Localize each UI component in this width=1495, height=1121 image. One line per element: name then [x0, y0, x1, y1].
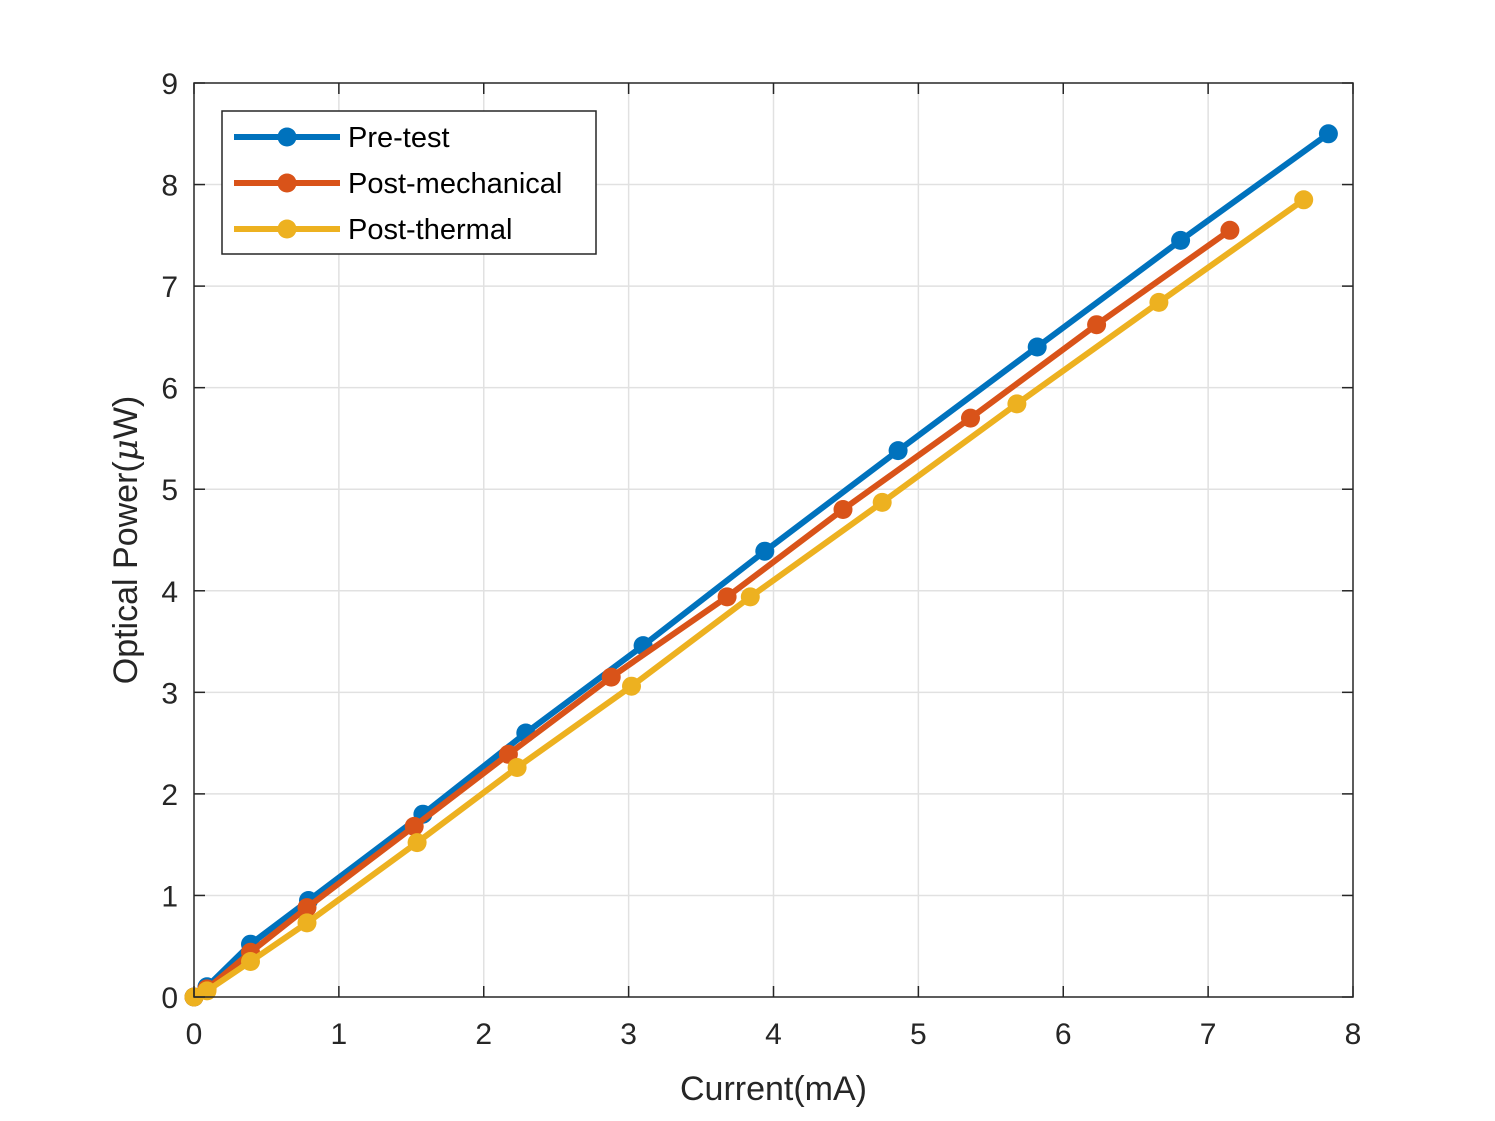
data-point [404, 816, 424, 836]
x-axis-title: Current(mA) [680, 1070, 867, 1108]
series-2 [184, 190, 1314, 1007]
data-point [241, 952, 260, 971]
y-tick-label: 1 [161, 880, 178, 913]
x-tick-label: 1 [331, 1018, 348, 1051]
data-point [197, 981, 217, 1001]
data-point [1318, 124, 1338, 144]
y-tick-label: 2 [161, 779, 178, 812]
legend-swatch-marker [277, 127, 297, 147]
axis-ticks: 0 1 2 3 4 5 6 7 8 0 1 2 3 4 5 6 7 8 9 [161, 68, 1361, 1051]
y-tick-label: 7 [161, 271, 178, 304]
legend-swatch-marker [277, 219, 297, 239]
x-tick-label: 3 [620, 1018, 637, 1051]
x-tick-label: 8 [1345, 1018, 1362, 1051]
series-layer [184, 124, 1338, 1007]
legend-swatch-marker [277, 173, 297, 193]
y-axis-title: Optical Power(μW) [106, 396, 146, 685]
data-point [622, 676, 641, 696]
data-point [1220, 220, 1240, 240]
data-point [407, 833, 427, 853]
data-point [833, 500, 853, 519]
y-tick-label: 4 [161, 576, 178, 609]
legend-label: Post-mechanical [348, 168, 562, 200]
grid-lines [194, 83, 1353, 997]
y-tick-label: 8 [161, 170, 178, 203]
data-point [1149, 292, 1169, 312]
y-tick-label: 0 [161, 982, 178, 1015]
y-axis-title-unit: W) [107, 396, 145, 439]
data-point [1027, 337, 1047, 357]
legend-label: Pre-test [348, 122, 450, 154]
data-point [1294, 190, 1314, 210]
data-point [1087, 315, 1107, 335]
data-point [1171, 230, 1191, 250]
data-point [297, 898, 317, 918]
legend-item: Post-thermal [234, 214, 512, 246]
y-axis-title-symbol: μ [106, 439, 146, 461]
data-point [297, 913, 317, 933]
data-point [755, 541, 775, 561]
y-tick-label: 9 [161, 68, 178, 101]
data-point [888, 441, 908, 461]
legend-label: Post-thermal [348, 214, 512, 246]
data-point [740, 587, 760, 607]
x-tick-label: 7 [1200, 1018, 1217, 1051]
x-tick-label: 6 [1055, 1018, 1072, 1051]
y-tick-label: 5 [161, 474, 178, 507]
legend-item: Pre-test [234, 122, 450, 154]
x-tick-label: 5 [910, 1018, 927, 1051]
data-point [1007, 394, 1027, 414]
legend-item: Post-mechanical [234, 168, 562, 200]
y-tick-label: 3 [161, 677, 178, 710]
x-tick-label: 2 [475, 1018, 492, 1051]
data-point [872, 492, 892, 512]
y-axis-title-text: Optical Power( [107, 461, 145, 685]
data-point [507, 758, 527, 777]
x-tick-label: 0 [186, 1018, 203, 1051]
legend: Pre-test Post-mechanical Post-thermal [221, 110, 597, 255]
x-tick-label: 4 [765, 1018, 782, 1051]
data-point [601, 667, 621, 687]
data-point [717, 587, 737, 607]
y-tick-label: 6 [161, 373, 178, 406]
data-point [961, 408, 980, 428]
